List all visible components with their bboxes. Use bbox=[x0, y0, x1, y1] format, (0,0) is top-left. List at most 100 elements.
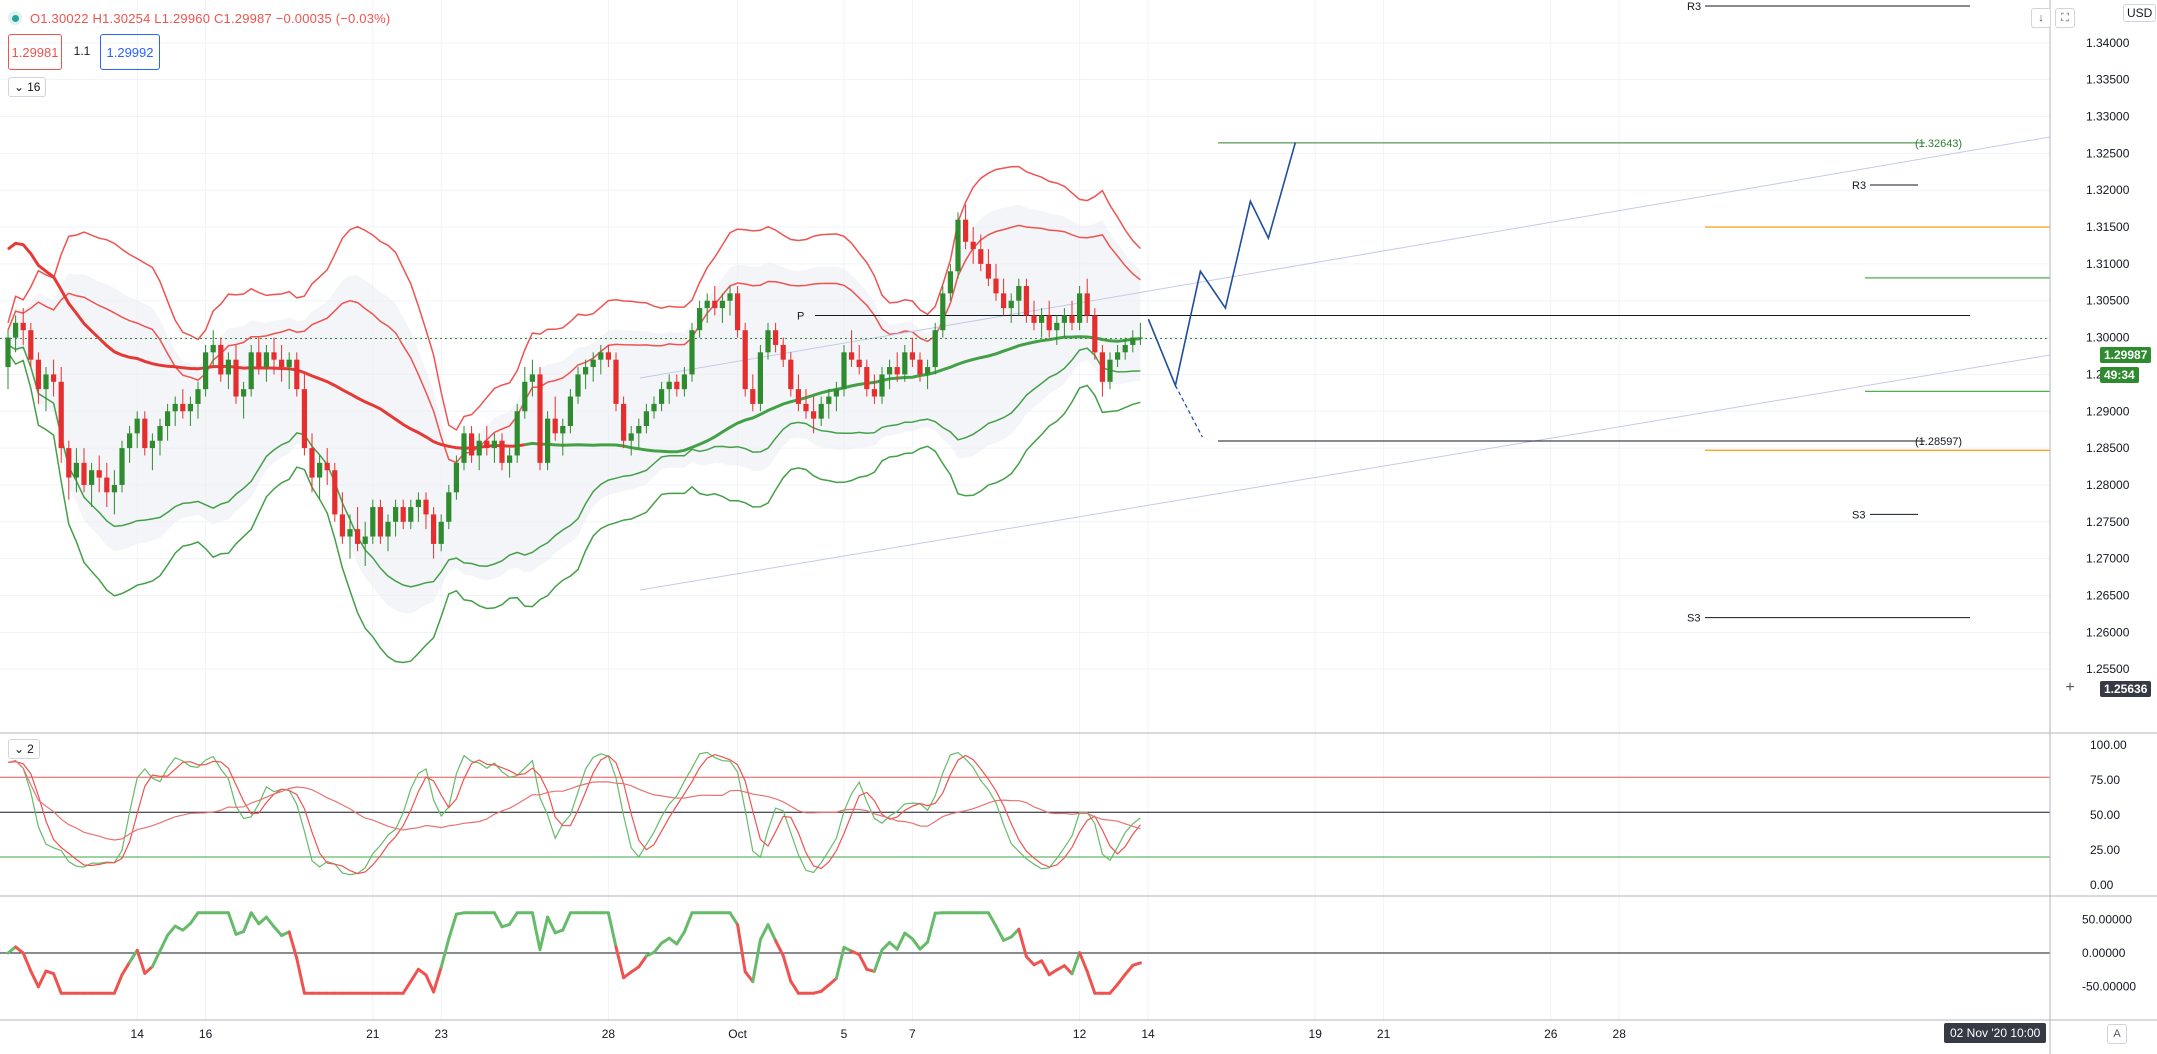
candle-body bbox=[788, 359, 794, 390]
candle-body bbox=[66, 448, 72, 478]
time-tick-label: 7 bbox=[909, 1027, 916, 1041]
candle-body bbox=[560, 426, 566, 434]
candle-body bbox=[887, 367, 893, 375]
indicators-collapse-button[interactable]: ⌄ 16 bbox=[8, 77, 47, 97]
add-alert-icon[interactable]: + bbox=[2065, 679, 2075, 696]
momentum-segment bbox=[660, 936, 671, 945]
candle-body bbox=[461, 433, 467, 463]
candle-body bbox=[742, 330, 748, 390]
candle-body bbox=[362, 536, 368, 544]
candle-body bbox=[909, 352, 915, 360]
channel-upper-line bbox=[639, 136, 2051, 379]
momentum-segment bbox=[819, 983, 831, 993]
candle-body bbox=[894, 367, 900, 375]
candle-body bbox=[1077, 293, 1083, 323]
candle-body bbox=[666, 381, 672, 390]
momentum-segment bbox=[1116, 972, 1127, 986]
momentum-segment bbox=[789, 979, 800, 995]
channel-lower-line bbox=[639, 354, 2051, 591]
momentum-tick-label: -50.00000 bbox=[2082, 980, 2136, 994]
candle-body bbox=[225, 359, 231, 375]
candle-body bbox=[1001, 293, 1007, 309]
candle-body bbox=[803, 403, 809, 412]
momentum-segment bbox=[257, 915, 268, 926]
momentum-segment bbox=[135, 948, 147, 975]
momentum-segment bbox=[652, 941, 664, 954]
candle-body bbox=[514, 411, 520, 456]
momentum-segment bbox=[895, 931, 907, 951]
momentum-segment bbox=[272, 925, 284, 938]
momentum-segment bbox=[774, 939, 785, 958]
candle-body bbox=[476, 440, 482, 456]
momentum-tick-label: 0.00000 bbox=[2082, 946, 2126, 960]
momentum-segment bbox=[743, 970, 755, 984]
candle-body bbox=[104, 477, 110, 493]
price-tick-label: 1.28500 bbox=[2086, 441, 2130, 455]
candle-body bbox=[438, 521, 444, 544]
momentum-segment bbox=[667, 936, 679, 946]
momentum-segment bbox=[14, 945, 25, 955]
momentum-segment bbox=[29, 969, 40, 989]
momentum-segment bbox=[918, 940, 930, 951]
momentum-segment bbox=[1131, 961, 1142, 967]
auto-scale-button[interactable]: A bbox=[2107, 1024, 2127, 1044]
time-tick-label: 14 bbox=[1141, 1027, 1155, 1041]
candle-body bbox=[1069, 315, 1075, 323]
momentum-segment bbox=[736, 923, 747, 974]
momentum-segment bbox=[120, 960, 132, 977]
momentum-segment bbox=[416, 967, 428, 977]
price-tick-label: 1.28000 bbox=[2086, 478, 2130, 492]
candle-body bbox=[917, 359, 923, 375]
level-label: S3 bbox=[1687, 613, 1700, 625]
candle-body bbox=[750, 389, 756, 404]
candle-body bbox=[165, 411, 171, 426]
candle-body bbox=[332, 470, 338, 515]
candle-body bbox=[818, 403, 824, 419]
candle-body bbox=[963, 219, 969, 242]
sell-button[interactable]: 1.29981 bbox=[8, 34, 62, 70]
candle-body bbox=[484, 440, 490, 449]
currency-label[interactable]: USD bbox=[2123, 4, 2157, 22]
candle-body bbox=[180, 403, 186, 412]
candle-body bbox=[385, 521, 391, 537]
candle-body bbox=[659, 389, 665, 404]
time-tick-label: 28 bbox=[1613, 1027, 1627, 1041]
price-tick-label: 1.31000 bbox=[2086, 257, 2130, 271]
candle-body bbox=[1008, 300, 1014, 309]
candle-body bbox=[408, 507, 414, 522]
arrow-down-icon[interactable]: ↓ bbox=[2031, 8, 2051, 28]
crosshair-date-label: 02 Nov '20 10:00 bbox=[1944, 1023, 2047, 1043]
candle-body bbox=[932, 330, 938, 368]
candle-body bbox=[453, 462, 459, 493]
time-tick-label: 14 bbox=[131, 1027, 145, 1041]
momentum-segment bbox=[910, 937, 922, 951]
candle-body bbox=[58, 381, 64, 449]
maximize-icon[interactable]: ⛶ bbox=[2055, 8, 2075, 28]
momentum-segment bbox=[1009, 927, 1021, 939]
momentum-segment bbox=[264, 915, 276, 929]
candle-body bbox=[636, 426, 642, 434]
candle-body bbox=[119, 448, 125, 485]
candle-body bbox=[1122, 344, 1128, 353]
momentum-segment bbox=[629, 965, 641, 974]
oscillator-count: 2 bbox=[27, 742, 34, 756]
momentum-segment bbox=[880, 940, 892, 952]
candle-body bbox=[567, 396, 573, 426]
candle-body bbox=[529, 374, 535, 382]
buy-button[interactable]: 1.29992 bbox=[100, 34, 160, 70]
momentum-segment bbox=[857, 953, 869, 971]
price-tick-label: 1.33500 bbox=[2086, 73, 2130, 87]
inner-upper-band bbox=[7, 224, 1141, 464]
market-status-icon bbox=[8, 11, 22, 25]
candle-body bbox=[947, 271, 953, 294]
oscillator-collapse-button[interactable]: ⌄ 2 bbox=[8, 739, 40, 759]
candle-body bbox=[111, 484, 117, 493]
momentum-segment bbox=[150, 949, 162, 969]
momentum-segment bbox=[158, 933, 170, 953]
candle-body bbox=[263, 352, 269, 368]
momentum-segment bbox=[546, 915, 557, 935]
momentum-segment bbox=[188, 911, 200, 925]
candle-body bbox=[681, 374, 687, 390]
candle-body bbox=[841, 352, 847, 390]
